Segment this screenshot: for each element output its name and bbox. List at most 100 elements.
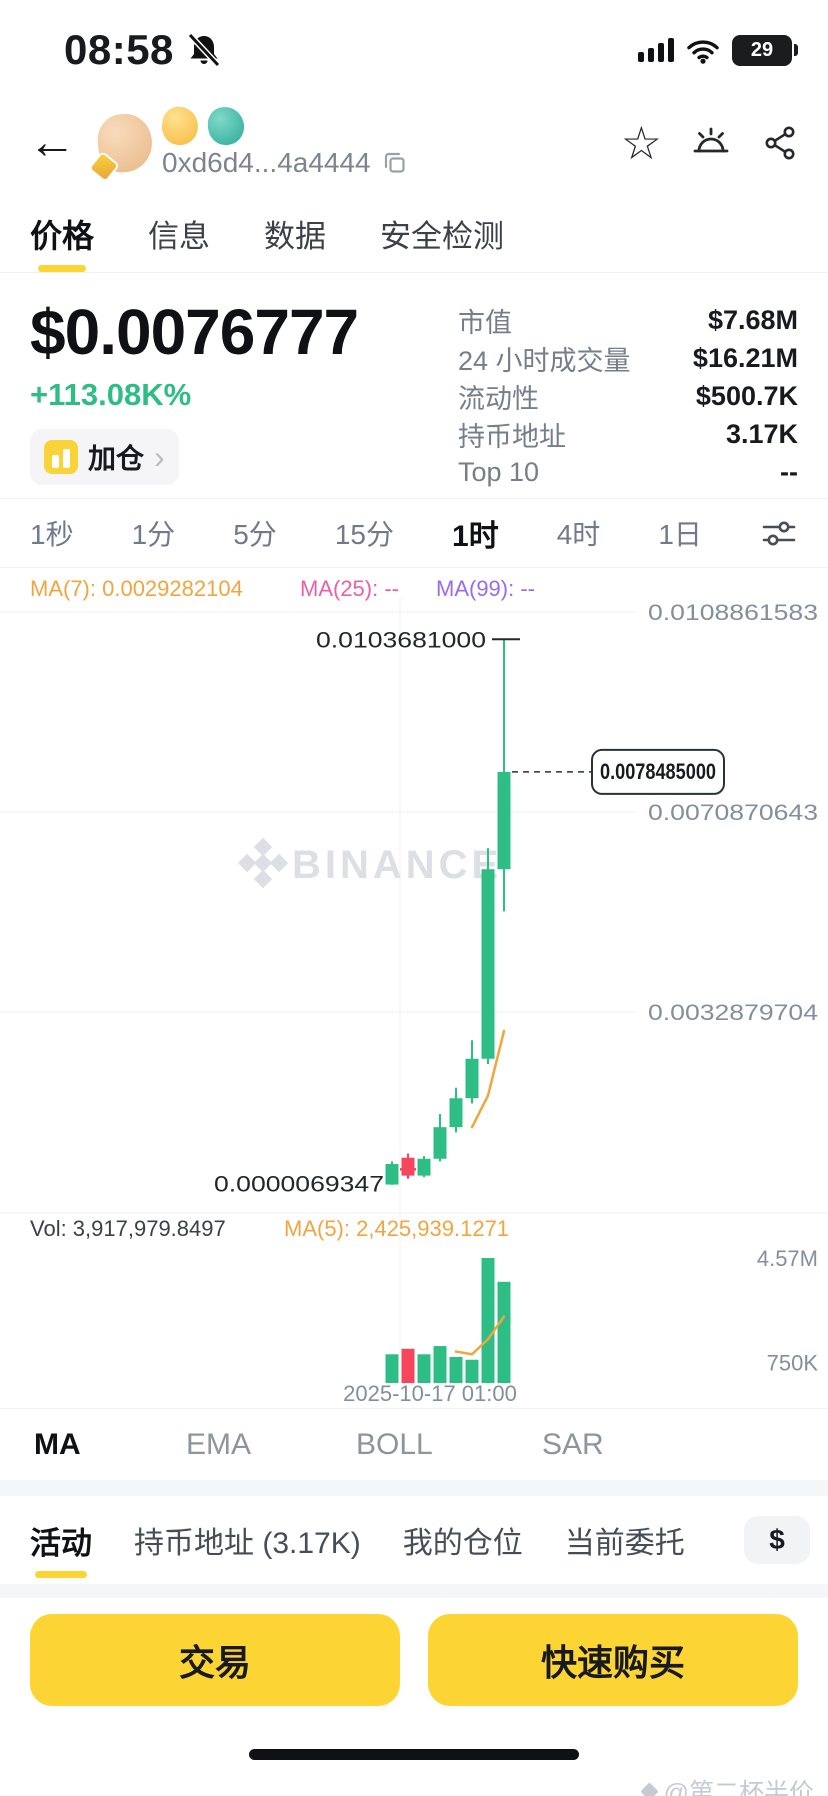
timeframe-bar: 1秒 1分 5分 15分 1时 4时 1日	[0, 498, 828, 568]
binance-logo-icon	[253, 853, 273, 873]
axis-label-bg	[636, 997, 828, 1027]
home-indicator[interactable]	[249, 1749, 579, 1760]
candle-body	[481, 869, 495, 1059]
action-bar: 交易 快速购买	[0, 1598, 828, 1723]
axis-label-bg	[636, 597, 828, 627]
price-axis-label: 0.0070870643	[648, 800, 818, 825]
diamond-icon	[639, 1781, 659, 1796]
timeframe-15m[interactable]: 15分	[334, 519, 394, 550]
chart-settings-icon[interactable]	[760, 517, 798, 549]
vulcan-salute-emoji	[206, 105, 246, 146]
token-header: ← 0xd6d4...4a4444 ☆	[0, 90, 828, 195]
stat-liquidity: 流动性 $500.7K	[458, 380, 798, 414]
add-position-button[interactable]: 加仓 ›	[30, 429, 179, 485]
volume-bar	[465, 1359, 479, 1383]
tab-open-orders[interactable]: 当前委托	[564, 1527, 685, 1560]
chevron-right-icon: ›	[154, 439, 165, 475]
indicator-sar[interactable]: SAR	[542, 1427, 604, 1461]
indicator-bar: MA EMA BOLL SAR	[0, 1408, 828, 1480]
ma-overlay-label: MA(7): 0.0029282104	[30, 576, 243, 601]
add-position-icon	[44, 440, 78, 474]
candle-body	[385, 1164, 399, 1185]
market-stats: 市值 $7.68M 24 小时成交量 $16.21M 流动性 $500.7K 持币地址…	[458, 301, 798, 491]
candle-body	[497, 771, 511, 870]
stat-holders: 持币地址 3.17K	[458, 418, 798, 452]
volume-bar	[497, 1281, 511, 1383]
page-tabs: 价格 信息 数据 安全检测	[0, 195, 828, 273]
binance-logo-icon	[253, 869, 273, 889]
status-bar: 08:58 29	[0, 0, 828, 90]
kline-chart-canvas[interactable]: BINANCE MA(7): 0.0029282104 MA(25): -- MA(9…	[0, 568, 828, 1408]
price-alert-icon[interactable]	[690, 122, 732, 164]
tab-holders[interactable]: 持币地址 (3.17K)	[134, 1527, 361, 1560]
kline-chart[interactable]: BINANCE MA(7): 0.0029282104 MA(25): -- MA(9…	[0, 568, 828, 1408]
volume-label: Vol: 3,917,979.8497	[30, 1216, 226, 1241]
volume-ma-label: MA(5): 2,425,939.1271	[284, 1216, 509, 1241]
price-overview: $0.0076777 +113.08K% 加仓 › 市值 $7.68M 24 小时…	[0, 273, 828, 498]
tab-data[interactable]: 数据	[264, 219, 327, 254]
favorite-star-icon[interactable]: ☆	[620, 116, 662, 169]
timeframe-4h[interactable]: 4时	[556, 519, 601, 550]
section-divider	[0, 1480, 828, 1496]
volume-bar	[401, 1348, 415, 1383]
timeframe-1m[interactable]: 1分	[131, 519, 176, 550]
volume-ma-line	[454, 1315, 506, 1356]
timeframe-1h[interactable]: 1时	[452, 520, 499, 553]
tab-activity[interactable]: 活动	[30, 1496, 92, 1584]
stat-top10: Top 10 --	[458, 456, 798, 487]
share-icon[interactable]	[760, 123, 800, 163]
battery-percent: 29	[750, 38, 774, 61]
token-address[interactable]: 0xd6d4...4a4444	[162, 146, 371, 178]
tab-price[interactable]: 价格	[30, 195, 94, 272]
currency-toggle-button[interactable]: $	[744, 1516, 810, 1564]
pinched-fingers-emoji	[160, 104, 200, 147]
binance-logo-icon	[237, 853, 257, 873]
timeframe-1s[interactable]: 1秒	[30, 519, 74, 550]
footer: @第二杯半价	[0, 1749, 828, 1796]
indicator-ema[interactable]: EMA	[186, 1427, 252, 1461]
volume-bar	[481, 1258, 495, 1383]
tab-info[interactable]: 信息	[148, 219, 211, 254]
axis-label-bg	[636, 797, 828, 827]
timeframe-5m[interactable]: 5分	[233, 519, 277, 550]
stat-market-cap: 市值 $7.68M	[458, 304, 798, 338]
trade-button[interactable]: 交易	[30, 1614, 400, 1706]
last-price-label: 0.0078485000	[600, 759, 716, 784]
section-divider	[0, 1584, 828, 1598]
candle-body	[449, 1098, 463, 1128]
timeframe-1d[interactable]: 1日	[658, 519, 702, 550]
binance-watermark: BINANCE	[292, 843, 502, 887]
volume-bar	[449, 1357, 463, 1383]
price-change-percent: +113.08K%	[30, 377, 192, 412]
tab-security[interactable]: 安全检测	[380, 219, 505, 254]
back-button[interactable]: ←	[28, 115, 76, 169]
indicator-ma[interactable]: MA	[34, 1427, 81, 1461]
battery-icon: 29	[732, 34, 798, 66]
token-emoji-row	[160, 104, 408, 147]
low-price-label: 0.0000069347	[214, 1172, 384, 1197]
stat-volume-24h: 24 小时成交量 $16.21M	[458, 342, 798, 376]
volume-bar	[433, 1346, 447, 1383]
last-price-box	[591, 748, 725, 795]
indicator-boll[interactable]: BOLL	[356, 1427, 433, 1461]
binance-logo-icon	[269, 853, 289, 873]
ma-overlay-label: MA(25): --	[300, 576, 399, 601]
binance-logo-icon	[253, 837, 273, 857]
notifications-off-icon	[187, 32, 221, 68]
time-axis-label: 2025-10-17 01:00	[343, 1381, 517, 1406]
token-identity: 0xd6d4...4a4444	[90, 104, 621, 180]
price-axis-label: 0.0108861583	[648, 600, 818, 625]
token-price: $0.0076777	[30, 296, 359, 368]
copy-icon[interactable]	[381, 149, 408, 176]
token-avatar-finger-heart-emoji	[90, 110, 155, 180]
creator-watermark: @第二杯半价	[639, 1773, 814, 1796]
detail-tabs: 活动 持币地址 (3.17K) 我的仓位 当前委托 $	[0, 1496, 828, 1584]
candle-body	[417, 1158, 431, 1176]
quick-buy-button[interactable]: 快速购买	[428, 1614, 798, 1706]
ma-overlay-label: MA(99): --	[436, 576, 535, 601]
tab-my-position[interactable]: 我的仓位	[402, 1527, 523, 1560]
token-badge-icon	[90, 152, 118, 180]
volume-bar	[385, 1354, 399, 1383]
ma7-line	[470, 1029, 506, 1129]
